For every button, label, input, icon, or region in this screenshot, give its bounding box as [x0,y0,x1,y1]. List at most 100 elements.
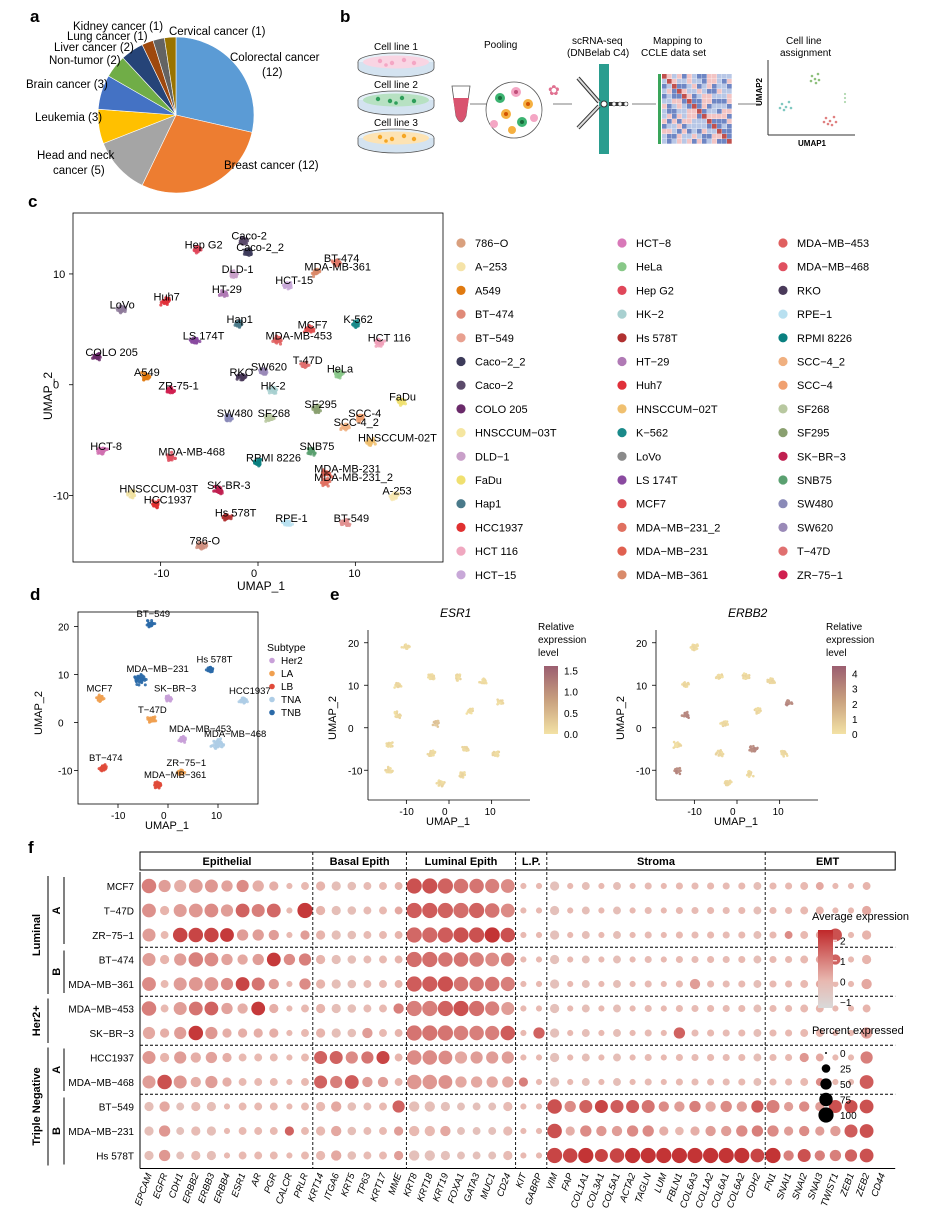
umap-breast-subtype: BT−549 Hs 578T MDA−MB−231 MCF7 SK−BR−3 HCC193… [33,609,271,832]
dotplot-dot [674,1101,685,1112]
umap-c-point [192,337,196,341]
dotplot-dot [800,1078,809,1086]
legend-c-label-mda-mb-231: MDA−MB−231 [636,546,708,558]
dotplot-dot [406,1000,422,1017]
dotplot-dot [549,1077,560,1087]
feature-point [677,743,681,746]
dotplot-dot [785,1004,793,1013]
heatmap-cell [697,84,702,89]
dotplot-dot [815,1029,824,1037]
dotplot-dot [520,1054,527,1061]
umap-c-point [374,341,378,345]
umap-c-point [285,283,289,287]
dotplot-dot [814,1150,825,1161]
dotplot-dot [453,1025,469,1041]
dotplot-dot [315,1003,326,1014]
umap-d-point [102,697,106,701]
umap-d-label-zr-75-1: ZR−75−1 [167,758,207,769]
dotplot-dot [158,1125,171,1137]
dotplot-dot [549,1028,560,1038]
umap-c-point [283,517,288,522]
dotplot-dot [675,1078,683,1086]
dotplot-dot [204,879,218,893]
dotplot-dot [394,955,403,964]
legend-c-label-mda-mb-361: MDA−MB−361 [636,570,708,582]
feature-point [672,746,676,749]
heatmap-cell [682,129,687,134]
dotplot-dot [815,882,824,890]
feature-ytick-label: 20 [636,639,648,650]
dotplot-dot [660,1078,667,1086]
dotplot-dot [204,1001,219,1016]
dotplot-dot [549,954,560,965]
umap-c-point [347,523,351,528]
dotplot-dot [252,880,264,892]
feature-point [692,646,696,650]
umap-d-label-bt-549: BT−549 [137,609,171,620]
dotplot-dot [363,906,372,915]
dotplot-dot [520,1127,527,1135]
dotplot-dot [547,1123,562,1139]
dotplot-dot [298,953,312,966]
heatmap-cell [682,79,687,84]
dotplot-dot [581,1078,590,1086]
legend-c-swatch [456,238,466,248]
dotplot-dot [188,1025,204,1041]
feature-point [393,710,397,714]
feature-point [398,713,401,716]
dotplot-dot [675,955,683,964]
umap-c-xtick-label: -10 [154,568,170,580]
dotplot-dot [800,906,809,915]
dotplot-dot [629,1005,636,1012]
feature-legend-title-3: level [826,648,847,659]
heatmap-cell [717,89,722,94]
subtype-legend-title: Subtype [267,642,306,654]
dotplot-dot [753,882,762,890]
dotplot-dot [626,1125,639,1137]
dotplot-dot [751,1100,764,1113]
heatmap-cell [687,94,692,99]
umap-c-label-hcc1937: HCC1937 [144,494,192,506]
dotplot-legend: Average expression 2 1 0 −1 Percent expressed… [812,911,909,1123]
dotplot-dot [144,1126,154,1136]
umap-c-point [313,451,317,455]
dotplot-dot [660,956,667,963]
dotplot-dot [769,1053,777,1062]
dotplot-dot [598,1029,605,1037]
dotplot-dot [437,1025,453,1041]
umap-c-point [330,475,334,479]
dotplot-dot [394,906,403,915]
heatmap-cell [697,99,702,104]
legend-c-label-hcc1937: HCC1937 [475,522,523,534]
dotplot-dot [363,1004,372,1013]
panel-label-e: e [330,585,339,604]
legend-c-swatch [456,546,466,556]
legend-c-label-bt-549: BT−549 [475,333,514,345]
dotplot-dot [722,955,730,964]
heatmap-cell [672,79,677,84]
feature-point [779,749,783,753]
dotplot-dot [673,1027,686,1039]
dotplot-dot [406,902,422,919]
cell-line-2-label: Cell line 2 [374,80,418,91]
dotplot-dot [235,977,250,991]
dish-2: Cell line 2 [357,80,435,116]
heatmap-cell [712,94,717,99]
umap-c-point [132,489,137,493]
feature-point [749,748,753,751]
dotplot-dot [503,1126,513,1136]
dotplot-dot [488,1102,497,1111]
heatmap-cell [692,114,697,119]
umap-d-point [147,720,151,724]
dotplot-dot [204,977,219,991]
dotplot-dot [753,1029,762,1037]
legend-c-swatch [617,451,627,461]
dotplot-dot [644,1078,652,1086]
legend-c-swatch [617,522,627,533]
dotplot-dot [235,903,250,918]
umap-c-point [269,388,274,392]
feature-point [747,773,751,776]
dotplot-dot [422,951,438,968]
dotplot-gene-epcam: EPCAM [133,1172,155,1208]
dotplot-dot [659,1126,669,1136]
